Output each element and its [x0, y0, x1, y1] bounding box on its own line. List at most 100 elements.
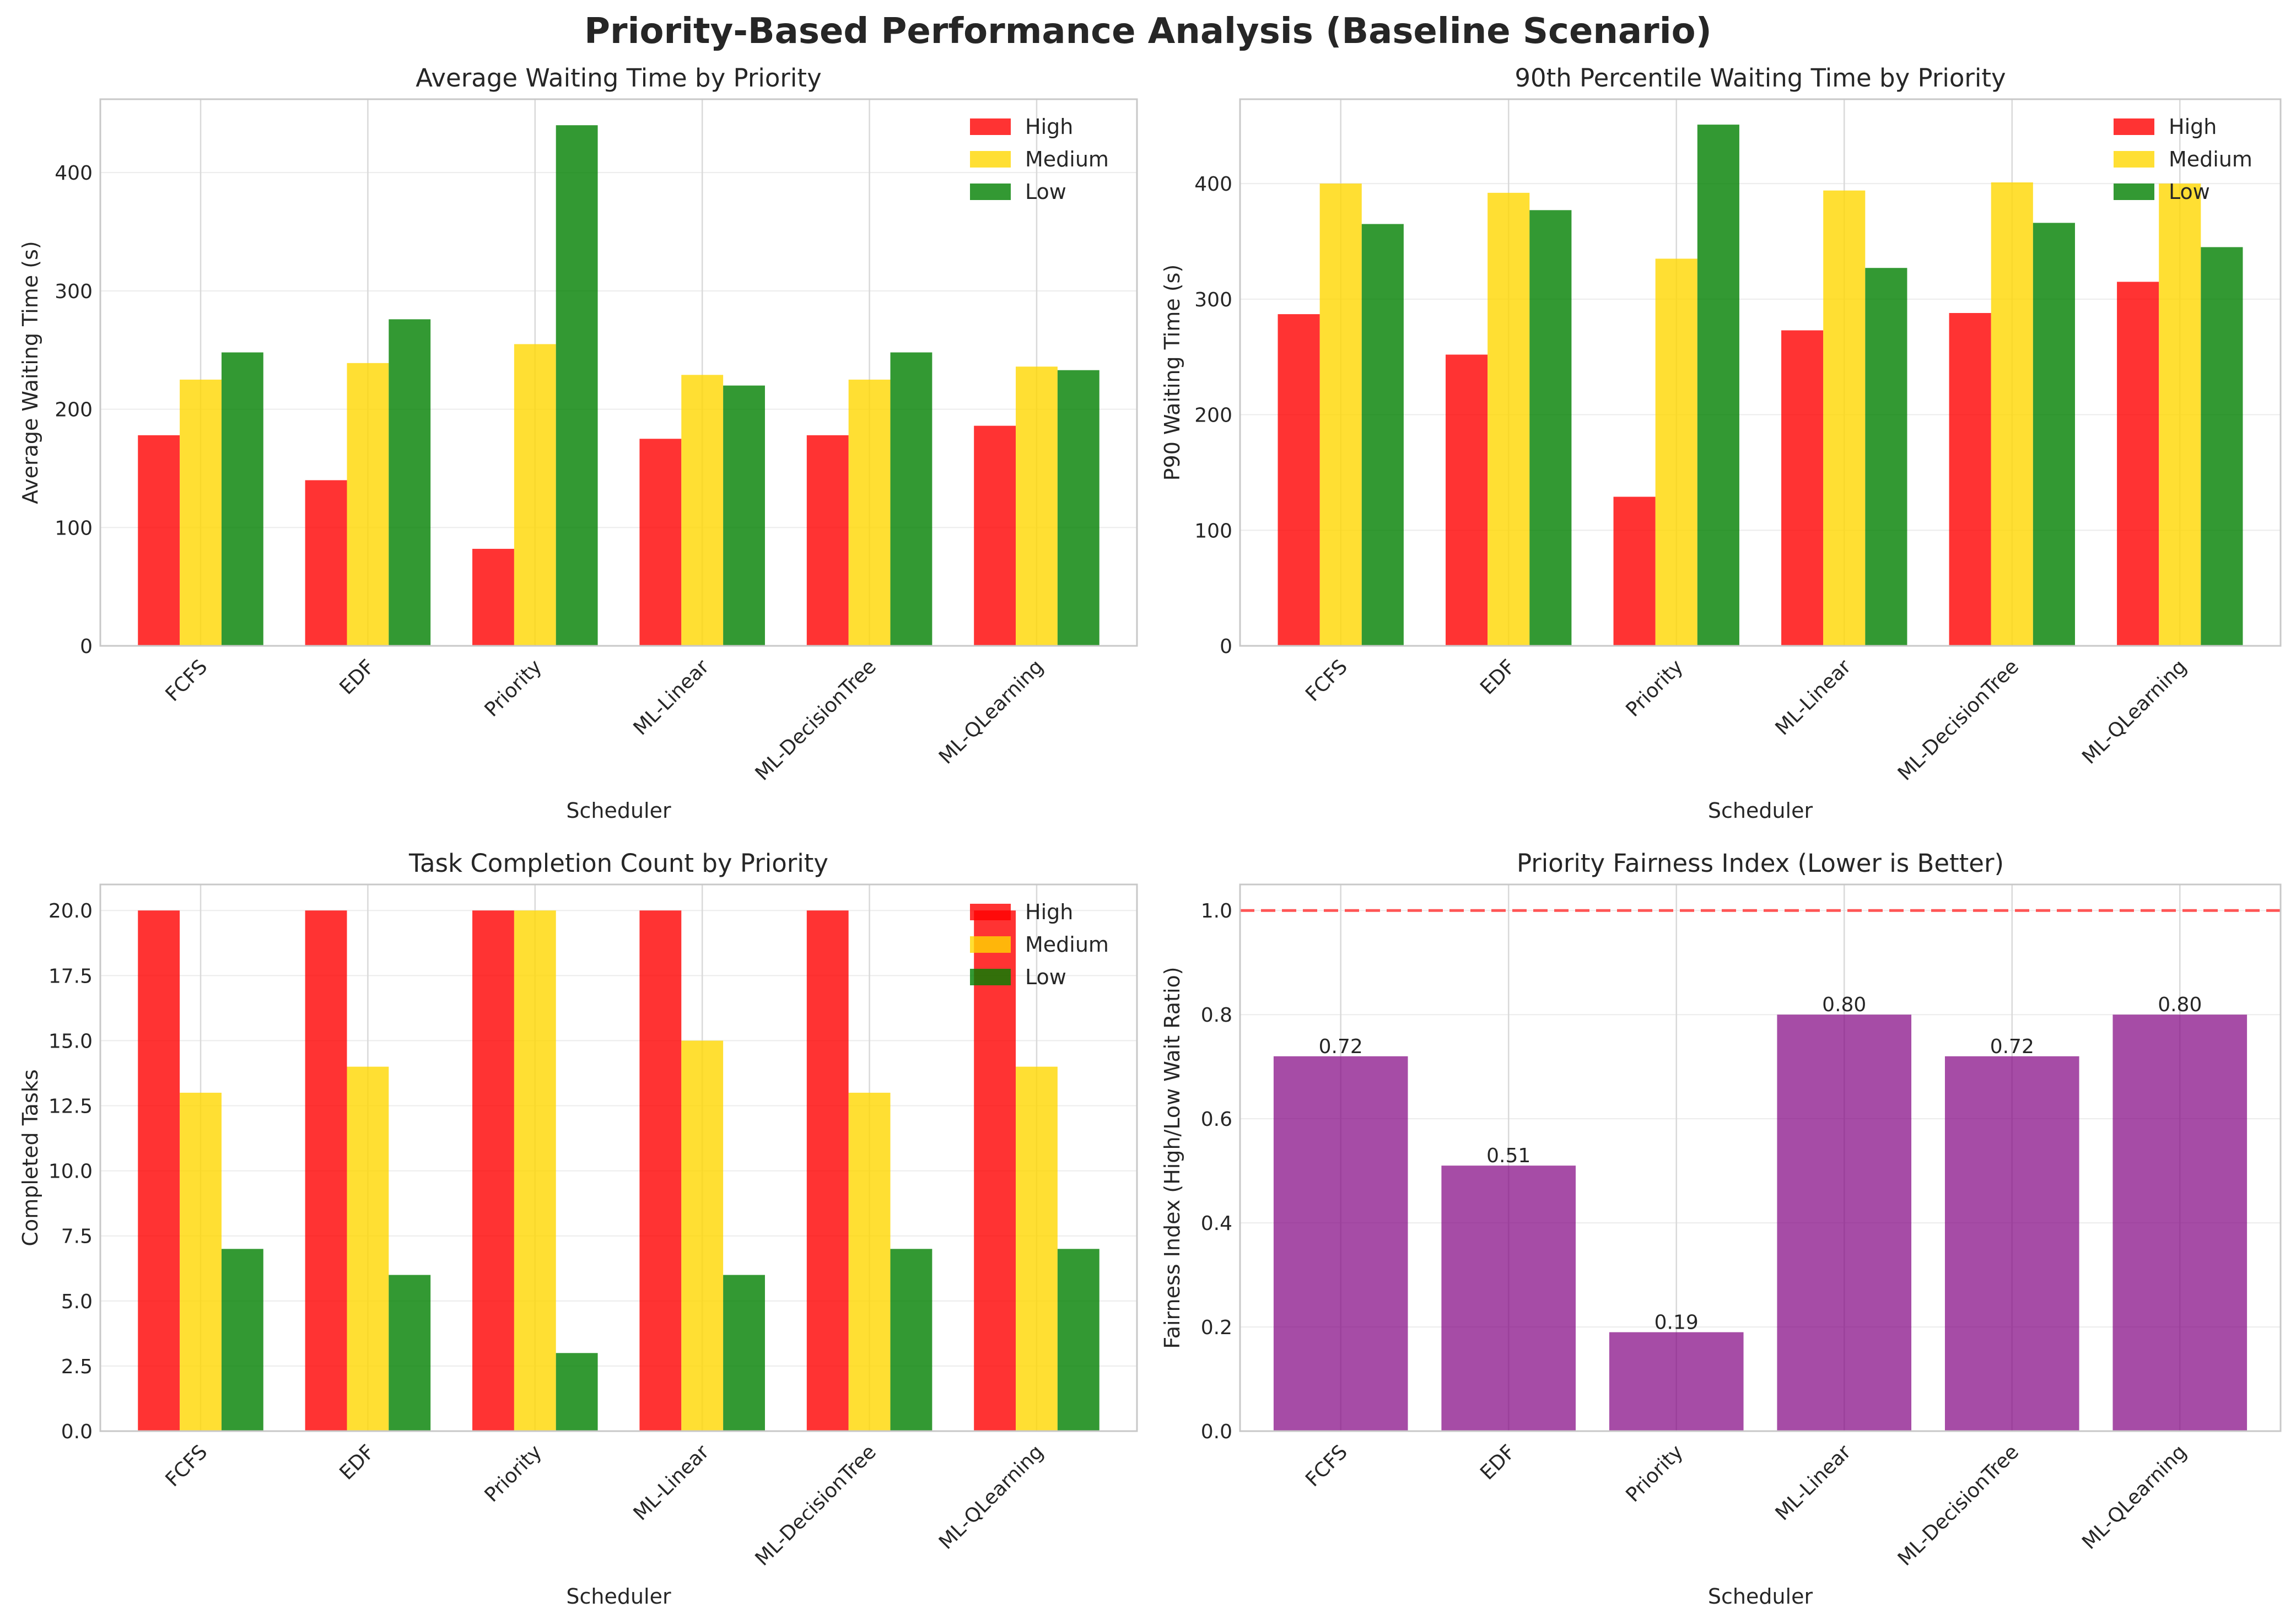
y-tick-label: 0: [1220, 635, 1232, 658]
bar-low-priority: [556, 1353, 598, 1431]
bar-low-ml-qlearning: [2201, 247, 2243, 646]
bar-medium-priority: [514, 910, 556, 1431]
legend-label: Medium: [1025, 932, 1109, 957]
y-tick-label: 0.0: [61, 1421, 93, 1443]
bar-medium-ml-linear: [681, 375, 724, 646]
legend-swatch-medium: [970, 936, 1011, 953]
x-axis-label: Scheduler: [1708, 1584, 1813, 1609]
legend-swatch-high: [970, 904, 1011, 920]
bar-medium-fcfs: [1319, 184, 1362, 646]
bar-fairness-edf: [1441, 1166, 1576, 1431]
y-tick-label: 12.5: [48, 1096, 93, 1118]
legend-label: Medium: [1025, 147, 1109, 171]
bar-high-ml-decisiontree: [806, 435, 849, 646]
bar-medium-ml-decisiontree: [848, 379, 891, 646]
bar-low-ml-qlearning: [1057, 370, 1100, 646]
y-tick-label: 100: [1194, 520, 1232, 542]
y-tick-label: 5.0: [61, 1291, 93, 1313]
legend-label: Low: [2169, 180, 2210, 204]
y-tick-label: 10.0: [48, 1161, 93, 1183]
y-tick-label: 0: [80, 635, 93, 658]
legend-swatch-high: [970, 118, 1011, 135]
bar-medium-edf: [1487, 192, 1530, 646]
bar-high-ml-qlearning: [974, 910, 1016, 1431]
bar-fairness-ml-decisiontree: [1944, 1056, 2079, 1431]
legend-swatch-low: [2114, 184, 2154, 200]
bar-low-edf: [389, 1275, 431, 1431]
bar-low-ml-linear: [723, 385, 765, 646]
y-tick-label: 0.2: [1201, 1317, 1232, 1339]
legend-swatch-low: [970, 969, 1011, 985]
y-axis-label: P90 Waiting Time (s): [1160, 265, 1184, 481]
axes-frame: [1239, 883, 2282, 1432]
bar-medium-fcfs: [180, 1092, 222, 1431]
bar-value-label: 0.51: [1486, 1145, 1530, 1167]
bar-high-fcfs: [1278, 314, 1320, 646]
bar-low-ml-decisiontree: [890, 1249, 933, 1431]
panel-title: 90th Percentile Waiting Time by Priority: [1515, 63, 2006, 93]
bar-high-ml-qlearning: [2117, 282, 2159, 646]
bar-high-fcfs: [138, 435, 180, 646]
axes-frame: [99, 98, 1138, 647]
bar-medium-ml-decisiontree: [1991, 182, 2033, 646]
legend-label: High: [2169, 115, 2217, 139]
panel-fairness-index: 0.0 0.2 0.4 0.6 0.8 1.0 0.72 0.51 0.19 0.80 0.72 0.…: [1160, 849, 2282, 1609]
bar-high-edf: [305, 910, 347, 1431]
y-tick-label: 7.5: [61, 1226, 93, 1248]
bar-low-fcfs: [1361, 224, 1404, 646]
y-tick-label: 300: [1194, 289, 1232, 311]
bar-low-fcfs: [221, 352, 263, 646]
bar-fairness-fcfs: [1273, 1056, 1408, 1431]
bar-low-edf: [389, 319, 431, 646]
bar-high-ml-linear: [1781, 330, 1824, 646]
axes-frame: [99, 883, 1138, 1432]
y-tick-label: 0.8: [1201, 1004, 1232, 1027]
bar-fairness-ml-qlearning: [2112, 1015, 2248, 1431]
bar-high-edf: [1446, 354, 1488, 646]
y-tick-label: 0.0: [1201, 1421, 1232, 1443]
y-tick-label: 0.6: [1201, 1108, 1232, 1131]
bar-low-fcfs: [221, 1249, 263, 1431]
y-tick-label: 400: [1194, 173, 1232, 196]
y-tick-label: 2.5: [61, 1356, 93, 1378]
y-tick-label: 200: [55, 399, 93, 422]
bar-medium-ml-qlearning: [1016, 1066, 1058, 1431]
panel-title: Average Waiting Time by Priority: [416, 63, 821, 93]
y-tick-label: 100: [55, 517, 93, 539]
bar-high-ml-linear: [639, 439, 682, 646]
bar-medium-ml-qlearning: [2159, 184, 2201, 646]
x-axis-label: Scheduler: [566, 1584, 671, 1609]
bar-value-label: 0.72: [1319, 1035, 1363, 1058]
bar-medium-priority: [514, 344, 556, 646]
y-axis-label: Average Waiting Time (s): [18, 241, 42, 504]
legend-swatch-medium: [970, 151, 1011, 168]
bar-fairness-priority: [1609, 1332, 1744, 1431]
bar-low-priority: [1697, 125, 1739, 646]
x-axis-label: Scheduler: [1708, 798, 1813, 823]
bar-value-label: 0.80: [2158, 994, 2202, 1016]
legend-label: Low: [1025, 965, 1066, 989]
bar-medium-ml-linear: [681, 1040, 724, 1431]
y-tick-label: 400: [55, 162, 93, 185]
bar-high-fcfs: [138, 910, 180, 1431]
bar-fairness-ml-linear: [1777, 1015, 1912, 1431]
bar-value-label: 0.72: [1990, 1035, 2034, 1058]
bar-high-priority: [1613, 497, 1656, 646]
legend-swatch-low: [970, 184, 1011, 200]
legend-label: Low: [1025, 180, 1066, 204]
bar-low-ml-decisiontree: [890, 352, 933, 646]
y-axis-label: Fairness Index (High/Low Wait Ratio): [1160, 967, 1184, 1348]
bar-low-ml-linear: [1865, 268, 1907, 646]
y-tick-label: 17.5: [48, 965, 93, 988]
bar-high-priority: [472, 548, 514, 646]
x-axis-label: Scheduler: [566, 798, 671, 823]
panel-title: Priority Fairness Index (Lower is Better…: [1517, 849, 2004, 878]
y-tick-label: 0.4: [1201, 1212, 1232, 1235]
bar-value-label: 0.19: [1654, 1311, 1699, 1334]
y-tick-label: 20.0: [48, 900, 93, 922]
bar-low-ml-decisiontree: [2033, 223, 2075, 646]
bar-medium-ml-qlearning: [1016, 366, 1058, 646]
bar-high-ml-decisiontree: [1949, 312, 1991, 646]
bar-medium-ml-decisiontree: [848, 1092, 891, 1431]
bar-medium-edf: [347, 1066, 389, 1431]
